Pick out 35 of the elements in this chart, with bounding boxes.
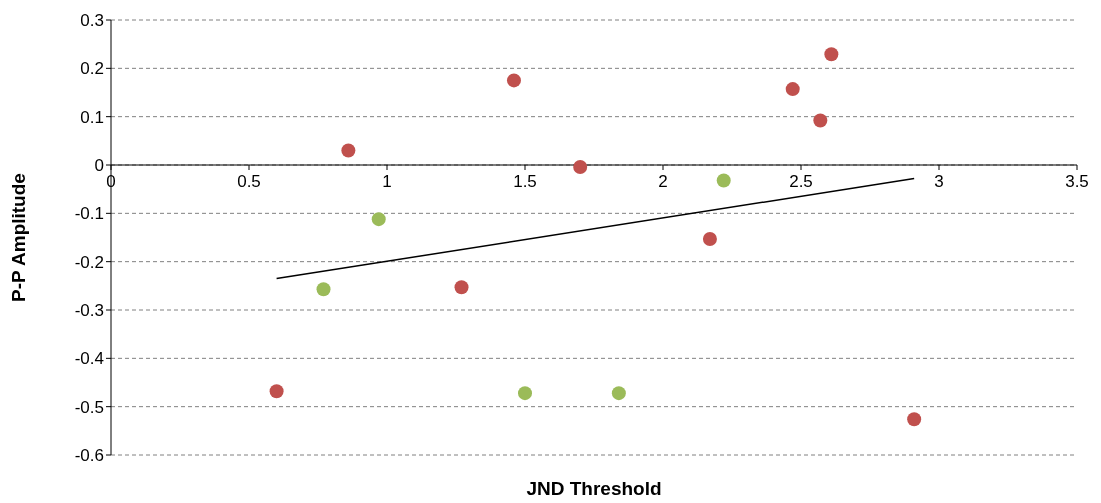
x-axis-title: JND Threshold xyxy=(526,478,662,499)
point xyxy=(506,73,521,88)
point xyxy=(702,231,717,246)
x-tick-label: 2.5 xyxy=(789,172,813,191)
x-tick-label: 2 xyxy=(658,172,668,191)
point xyxy=(371,212,386,227)
point xyxy=(813,113,828,128)
x-tick-label: 0.5 xyxy=(237,172,261,191)
point xyxy=(518,386,532,401)
point xyxy=(716,173,731,188)
y-tick-label: -0.2 xyxy=(74,252,104,272)
point xyxy=(269,384,284,399)
y-axis-title: P-P Amplitude xyxy=(7,173,29,302)
y-tick-label: 0.2 xyxy=(80,59,104,79)
x-tick-label: 1.5 xyxy=(513,172,537,191)
point xyxy=(824,47,839,62)
x-tick-label: 3 xyxy=(934,172,944,191)
y-tick-label: -0.5 xyxy=(74,397,104,417)
point xyxy=(573,159,588,174)
y-tick-label: -0.6 xyxy=(74,446,104,466)
point xyxy=(454,280,469,295)
point xyxy=(341,143,356,158)
x-tick-label: 1 xyxy=(382,172,392,191)
y-tick-label: -0.1 xyxy=(74,204,104,224)
y-tick-label: 0.3 xyxy=(80,11,104,31)
y-tick-label: 0 xyxy=(94,156,104,176)
point xyxy=(907,412,922,427)
y-tick-label: -0.4 xyxy=(74,349,104,369)
point xyxy=(785,82,800,97)
x-tick-label: 0 xyxy=(106,172,116,191)
x-tick-label: 3.5 xyxy=(1065,172,1089,191)
y-tick-label: -0.3 xyxy=(74,301,104,321)
y-tick-label: 0.1 xyxy=(80,107,104,127)
point xyxy=(316,282,331,297)
point xyxy=(611,386,626,401)
